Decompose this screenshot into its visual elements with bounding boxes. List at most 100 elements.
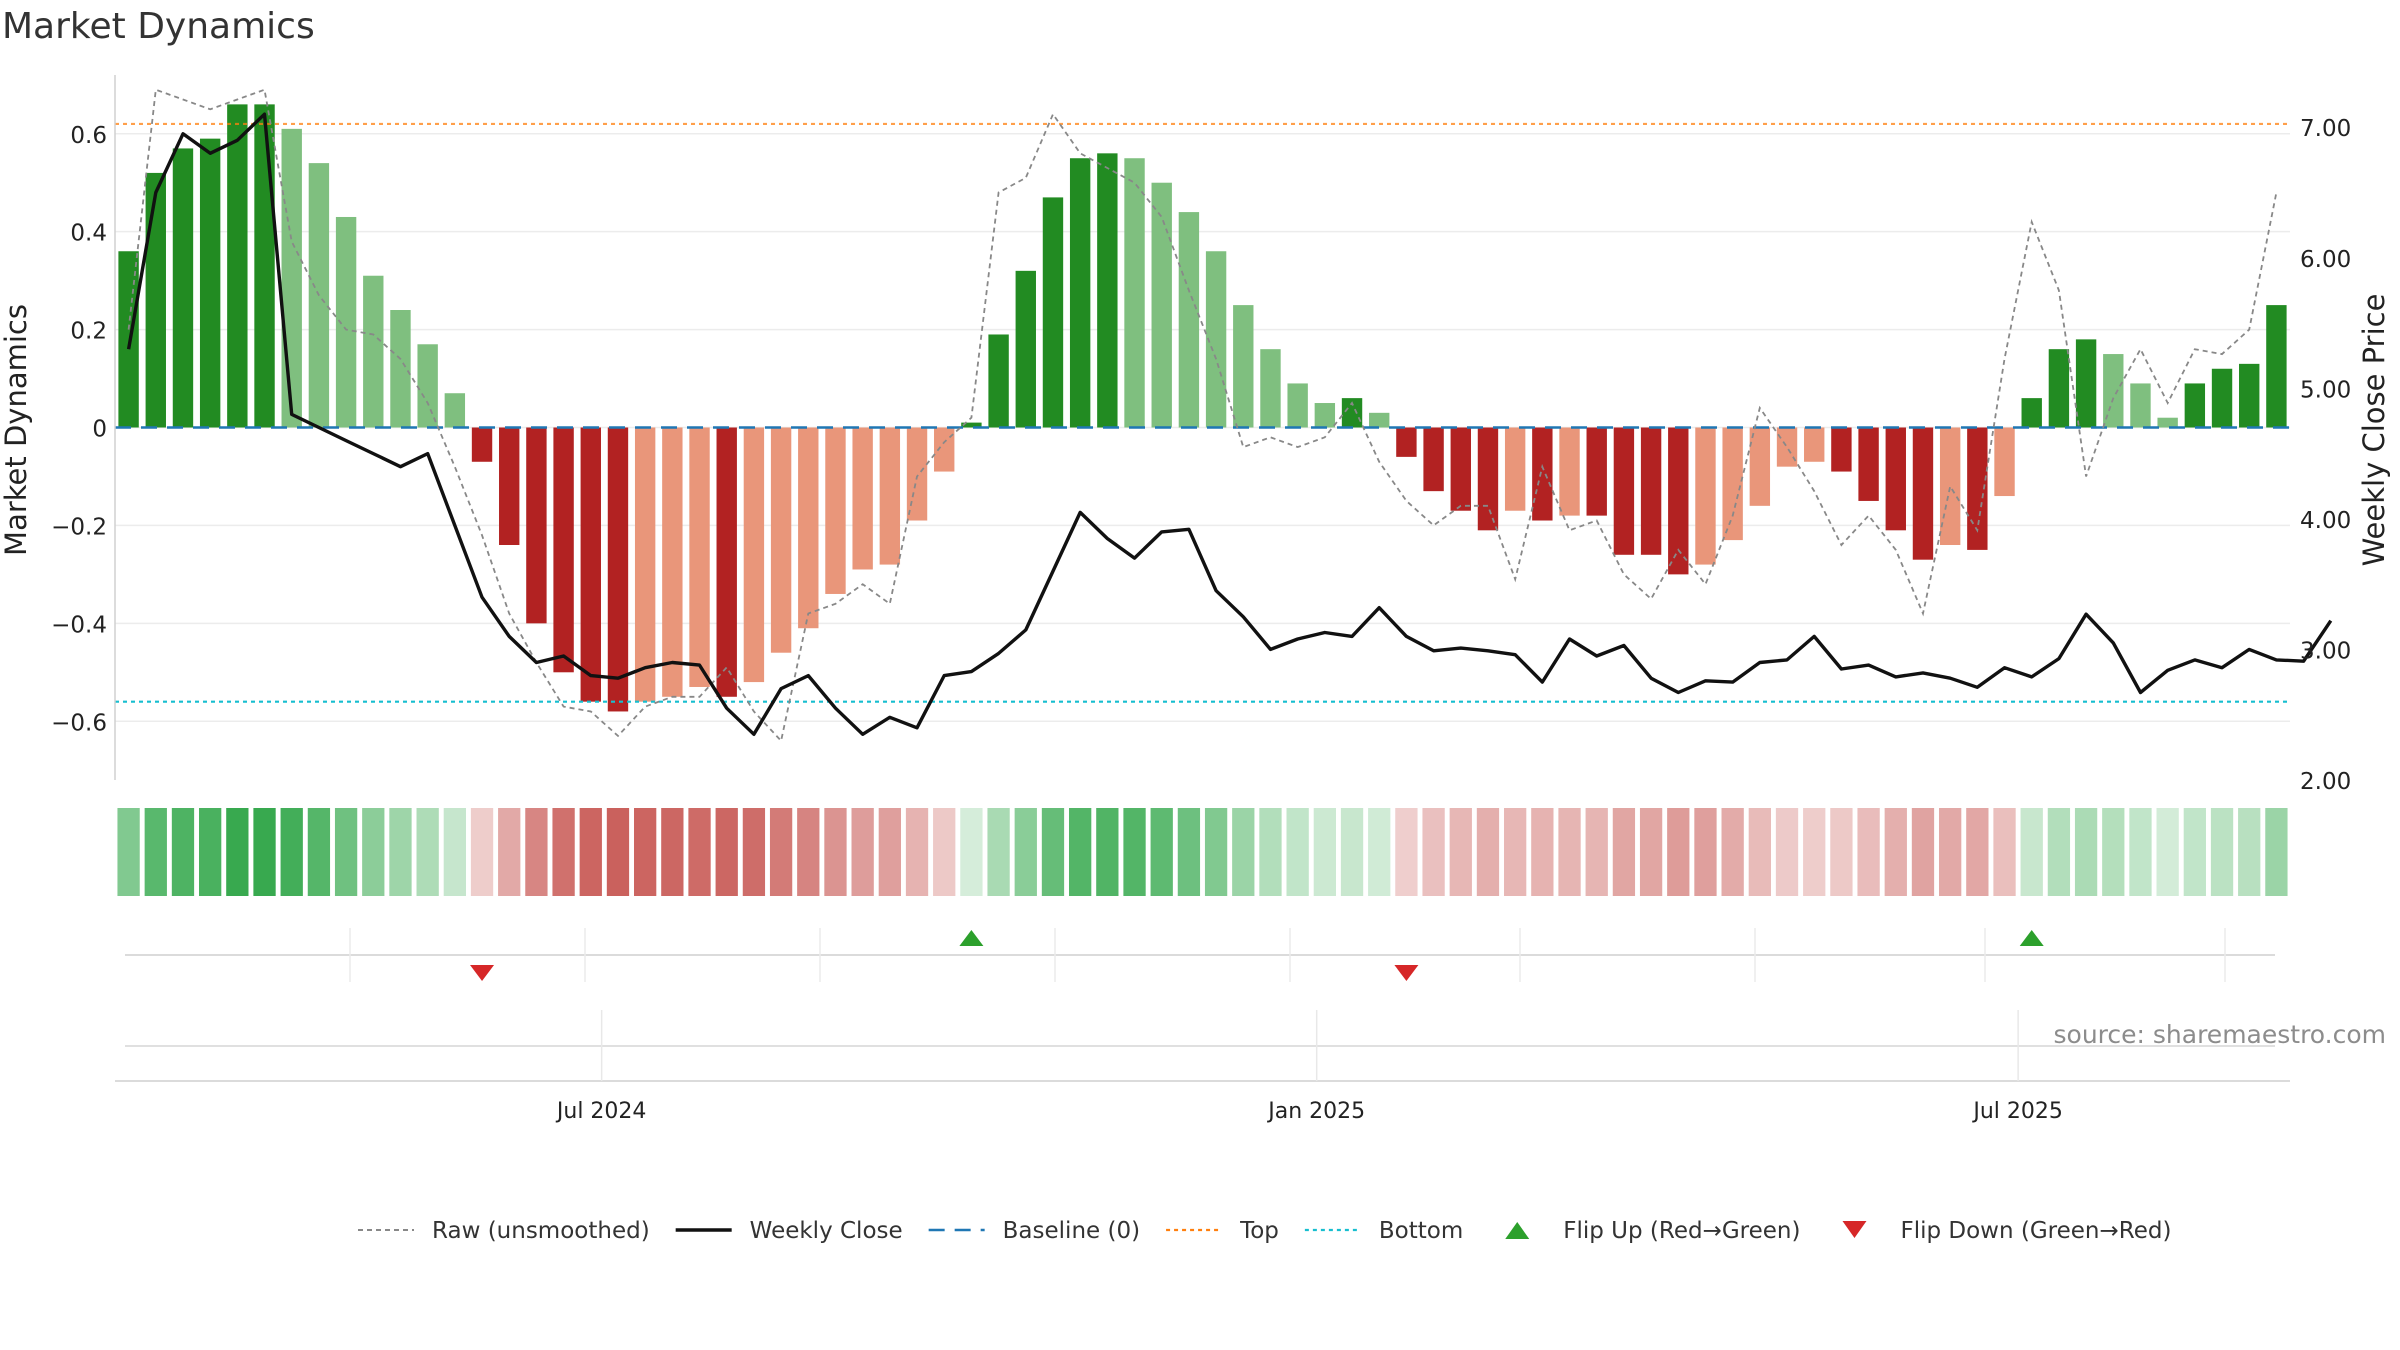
- heat-cell: [226, 808, 249, 896]
- raw-series: [127, 88, 2278, 743]
- heat-cell: [987, 808, 1010, 896]
- heat-cell: [1422, 808, 1445, 896]
- momentum-bars: [118, 104, 2287, 712]
- flip-down-marker: [1394, 965, 1419, 981]
- momentum-bar: [1015, 270, 1036, 428]
- reference-lines: [115, 122, 2290, 703]
- momentum-bar: [335, 216, 357, 428]
- heat-cell: [797, 808, 820, 896]
- legend: Raw (unsmoothed) Weekly Close Baseline (0)…: [358, 1218, 2171, 1244]
- legend-label: Top: [1239, 1218, 1279, 1244]
- heat-cell: [1857, 808, 1880, 896]
- heat-cell: [715, 808, 738, 896]
- heat-cell: [470, 808, 494, 896]
- heat-cell: [2102, 808, 2125, 896]
- momentum-bar: [580, 427, 601, 702]
- momentum-bar: [2211, 368, 2233, 428]
- weekly-close-line: [126, 112, 2333, 736]
- heat-cell: [525, 808, 548, 896]
- heat-cell: [2047, 808, 2071, 896]
- heat-cell: [552, 808, 575, 896]
- heat-cell: [1204, 808, 1228, 896]
- momentum-bar: [1722, 427, 1743, 541]
- heat-cell: [1993, 808, 2016, 896]
- heat-cell: [2020, 808, 2043, 896]
- heat-cell: [443, 808, 466, 896]
- heat-cell: [199, 808, 222, 896]
- heat-cell: [2210, 808, 2234, 896]
- momentum-bar: [1668, 427, 1689, 575]
- heat-cell: [1585, 808, 1608, 896]
- source-credit: source: sharemaestro.com: [2053, 1020, 2387, 1049]
- y-axis-label-right: Weekly Close Price: [2357, 294, 2391, 567]
- heat-cell: [2265, 808, 2288, 896]
- momentum-bar: [798, 427, 819, 629]
- heat-cell: [1558, 808, 1581, 896]
- heat-cell: [171, 808, 195, 896]
- heat-cell: [634, 808, 657, 896]
- heat-cell: [1803, 808, 1826, 896]
- momentum-bar: [1178, 212, 1200, 428]
- heat-cell: [307, 808, 331, 896]
- momentum-bar: [825, 427, 846, 594]
- momentum-bar: [1994, 427, 2015, 497]
- legend-label: Bottom: [1379, 1218, 1463, 1244]
- momentum-bar: [934, 427, 955, 472]
- heat-cell: [389, 808, 412, 896]
- heat-cell: [1939, 808, 1962, 896]
- y-tick-label-right: 5.00: [2300, 377, 2351, 403]
- x-tick-label: Jul 2024: [555, 1099, 647, 1124]
- heat-cell: [1531, 808, 1554, 896]
- y-tick-label-right: 4.00: [2300, 508, 2351, 534]
- heat-cell: [1612, 808, 1636, 896]
- flip-down-marker: [470, 965, 495, 981]
- momentum-bar: [852, 427, 873, 570]
- momentum-bar: [1804, 427, 1825, 462]
- momentum-bar: [1586, 427, 1607, 516]
- x-tick-label: Jan 2025: [1266, 1099, 1365, 1124]
- momentum-bar: [961, 422, 982, 428]
- momentum-bar: [1559, 427, 1580, 516]
- y-tick-label-left: −0.6: [51, 710, 107, 736]
- momentum-bar: [2075, 339, 2097, 428]
- y-tick-label-left: 0: [92, 417, 107, 443]
- flip-up-marker: [959, 930, 984, 946]
- heat-cell: [1340, 808, 1364, 896]
- heat-cell: [1014, 808, 1037, 896]
- momentum-bar: [281, 128, 302, 428]
- momentum-bar: [444, 393, 466, 428]
- heat-cell: [1476, 808, 1500, 896]
- heat-cell: [606, 808, 630, 896]
- heat-cell: [1504, 808, 1527, 896]
- heat-cell: [905, 808, 929, 896]
- momentum-bar: [145, 172, 166, 428]
- flip-up-marker: [2019, 930, 2044, 946]
- momentum-bar: [1042, 197, 1064, 428]
- heat-cell: [579, 808, 602, 896]
- heat-cell: [1775, 808, 1799, 896]
- momentum-bar: [553, 427, 574, 673]
- heat-cell: [1232, 808, 1255, 896]
- momentum-bar: [1504, 427, 1526, 511]
- heat-cell: [1150, 808, 1173, 896]
- heat-cell: [1368, 808, 1391, 896]
- legend-label: Raw (unsmoothed): [432, 1218, 650, 1244]
- heat-cell: [117, 808, 140, 896]
- heat-cell: [1721, 808, 1744, 896]
- momentum-bar: [879, 427, 901, 565]
- y-tick-label-left: 0.6: [70, 123, 107, 149]
- y-axis-label-left: Market Dynamics: [0, 304, 33, 556]
- momentum-bar: [1151, 182, 1172, 428]
- momentum-bar: [390, 310, 411, 428]
- heat-strip: [117, 808, 2288, 896]
- legend-flip-down-swatch: [1842, 1221, 1867, 1238]
- y-tick-label-left: −0.4: [51, 612, 107, 638]
- momentum-bar: [2021, 398, 2042, 428]
- legend-label: Weekly Close: [750, 1218, 903, 1244]
- heat-cell: [933, 808, 956, 896]
- heat-cell: [1748, 808, 1771, 896]
- momentum-bar: [1939, 427, 1961, 545]
- momentum-bar: [1640, 427, 1662, 555]
- momentum-bar: [743, 427, 765, 683]
